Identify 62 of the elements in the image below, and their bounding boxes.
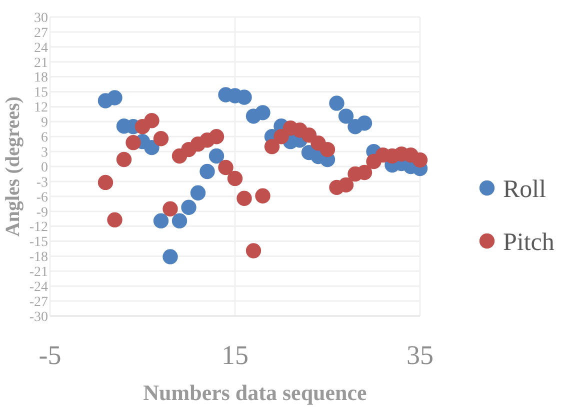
y-tick-label: -3 xyxy=(36,175,48,190)
point xyxy=(153,213,169,228)
point xyxy=(356,116,372,131)
y-tick-label: -9 xyxy=(36,205,48,220)
point xyxy=(208,129,224,144)
point xyxy=(126,134,141,150)
x-tick-label: 15 xyxy=(222,340,248,370)
y-tick-label: 18 xyxy=(34,70,48,86)
y-tick-label: 3 xyxy=(41,145,48,160)
point xyxy=(144,113,160,128)
point xyxy=(246,243,262,258)
y-tick-label: -24 xyxy=(29,280,48,295)
x-tick-label: -5 xyxy=(38,340,62,370)
y-tick-label: 0 xyxy=(41,160,48,176)
y-tick-label: -27 xyxy=(29,294,48,310)
point xyxy=(301,128,317,143)
y-axis-title: Angles (degrees) xyxy=(2,96,24,237)
x-axis-title: Numbers data sequence xyxy=(143,380,368,405)
y-tick-label: -6 xyxy=(36,190,48,206)
point xyxy=(236,90,252,105)
point xyxy=(412,152,428,168)
y-tick-label: 27 xyxy=(34,26,48,41)
y-tick-label: 9 xyxy=(41,116,48,131)
point xyxy=(181,200,196,215)
point xyxy=(208,148,224,164)
y-tick-label: 30 xyxy=(34,10,48,26)
y-tick-label: -12 xyxy=(29,220,48,236)
point xyxy=(200,164,215,180)
point xyxy=(236,190,252,206)
point xyxy=(274,129,289,144)
point xyxy=(107,90,122,106)
point xyxy=(153,131,169,146)
y-tick-label: -15 xyxy=(29,235,48,250)
point xyxy=(107,212,122,228)
point xyxy=(218,160,234,176)
y-tick-label: 24 xyxy=(34,40,48,56)
legend-label: Roll xyxy=(503,176,546,203)
y-tick-label: 21 xyxy=(34,56,48,71)
point xyxy=(356,164,372,180)
point xyxy=(227,170,243,186)
point xyxy=(255,188,270,204)
y-tick-label: -18 xyxy=(29,250,48,266)
point xyxy=(320,142,336,158)
y-tick-label: -30 xyxy=(29,310,48,325)
y-tick-label: 15 xyxy=(34,86,48,101)
point xyxy=(255,105,270,120)
legend-label: Pitch xyxy=(503,228,555,256)
point xyxy=(116,152,132,168)
point xyxy=(329,96,344,111)
point xyxy=(144,140,160,156)
point xyxy=(162,249,178,264)
y-tick-label: 12 xyxy=(34,100,48,116)
point xyxy=(338,177,354,193)
x-tick-label: 35 xyxy=(406,340,434,370)
y-tick-label: 6 xyxy=(41,130,48,146)
point xyxy=(338,108,354,124)
y-tick-label: -21 xyxy=(29,265,48,280)
point xyxy=(190,185,206,200)
point xyxy=(264,138,280,154)
point xyxy=(172,213,188,228)
point xyxy=(98,174,114,190)
point xyxy=(162,201,178,216)
